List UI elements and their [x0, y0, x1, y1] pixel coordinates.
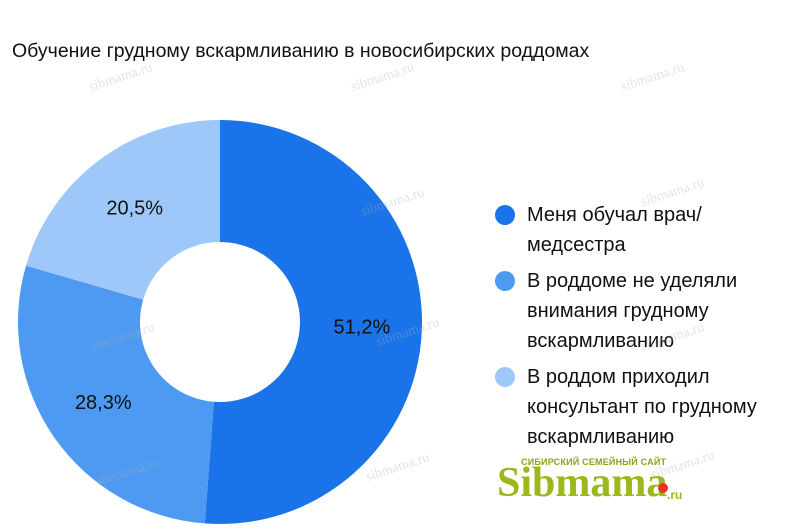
- legend-item: В роддоме не уделяли внимания грудному в…: [495, 266, 795, 356]
- donut-slice: [18, 265, 214, 524]
- legend-item: Меня обучал врач/ медсестра: [495, 200, 795, 260]
- legend-label: В роддоме не уделяли внимания грудному в…: [527, 270, 738, 352]
- logo-tld: .ru: [667, 488, 683, 502]
- sibmama-logo: СИБИРСКИЙ СЕМЕЙНЫЙ САЙТ Sibmama .ru: [497, 455, 697, 515]
- logo-ball-icon: [658, 483, 668, 493]
- donut-slice: [204, 120, 423, 524]
- legend-item: В роддом приходил консультант по грудном…: [495, 362, 795, 452]
- slice-value-label: 20,5%: [106, 197, 163, 219]
- legend-label: Меня обучал врач/ медсестра: [527, 204, 702, 256]
- slice-value-label: 28,3%: [75, 392, 132, 414]
- slice-value-label: 51,2%: [334, 316, 391, 338]
- legend: Меня обучал врач/ медсестра В роддоме не…: [495, 200, 795, 458]
- logo-wordmark: Sibmama: [497, 460, 668, 506]
- legend-swatch-icon: [495, 367, 515, 387]
- donut-slice: [26, 120, 220, 300]
- chart-title: Обучение грудному вскармливанию в новоси…: [12, 40, 590, 62]
- legend-swatch-icon: [495, 205, 515, 225]
- logo-tagline: СИБИРСКИЙ СЕМЕЙНЫЙ САЙТ: [521, 457, 667, 467]
- legend-swatch-icon: [495, 271, 515, 291]
- legend-label: В роддом приходил консультант по грудном…: [527, 366, 757, 448]
